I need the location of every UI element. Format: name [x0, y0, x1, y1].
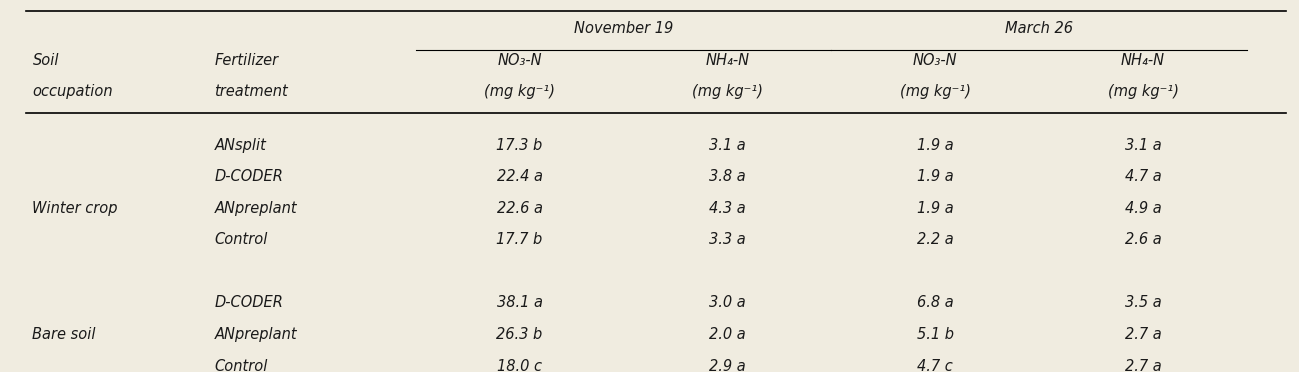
Text: Bare soil: Bare soil: [32, 327, 96, 342]
Text: Winter crop: Winter crop: [32, 201, 118, 216]
Text: 4.7 c: 4.7 c: [917, 359, 953, 372]
Text: 2.6 a: 2.6 a: [1125, 232, 1161, 247]
Text: 3.1 a: 3.1 a: [1125, 138, 1161, 153]
Text: (mg kg⁻¹): (mg kg⁻¹): [692, 84, 763, 99]
Text: 4.3 a: 4.3 a: [709, 201, 746, 216]
Text: Fertilizer: Fertilizer: [214, 54, 278, 68]
Text: Soil: Soil: [32, 54, 58, 68]
Text: 22.4 a: 22.4 a: [496, 169, 543, 184]
Text: 26.3 b: 26.3 b: [496, 327, 543, 342]
Text: 3.0 a: 3.0 a: [709, 295, 746, 310]
Text: November 19: November 19: [574, 21, 673, 36]
Text: occupation: occupation: [32, 84, 113, 99]
Text: 18.0 c: 18.0 c: [498, 359, 542, 372]
Text: D-CODER: D-CODER: [214, 295, 283, 310]
Text: 17.3 b: 17.3 b: [496, 138, 543, 153]
Text: 3.3 a: 3.3 a: [709, 232, 746, 247]
Text: Control: Control: [214, 232, 268, 247]
Text: 17.7 b: 17.7 b: [496, 232, 543, 247]
Text: Control: Control: [214, 359, 268, 372]
Text: NO₃-N: NO₃-N: [498, 54, 542, 68]
Text: 4.7 a: 4.7 a: [1125, 169, 1161, 184]
Text: 4.9 a: 4.9 a: [1125, 201, 1161, 216]
Text: ANpreplant: ANpreplant: [214, 201, 297, 216]
Text: NH₄-N: NH₄-N: [1121, 54, 1165, 68]
Text: 2.7 a: 2.7 a: [1125, 327, 1161, 342]
Text: 38.1 a: 38.1 a: [496, 295, 543, 310]
Text: (mg kg⁻¹): (mg kg⁻¹): [900, 84, 970, 99]
Text: (mg kg⁻¹): (mg kg⁻¹): [485, 84, 555, 99]
Text: 22.6 a: 22.6 a: [496, 201, 543, 216]
Text: NH₄-N: NH₄-N: [705, 54, 750, 68]
Text: ANpreplant: ANpreplant: [214, 327, 297, 342]
Text: treatment: treatment: [214, 84, 288, 99]
Text: 1.9 a: 1.9 a: [917, 169, 953, 184]
Text: 3.8 a: 3.8 a: [709, 169, 746, 184]
Text: 1.9 a: 1.9 a: [917, 138, 953, 153]
Text: 2.9 a: 2.9 a: [709, 359, 746, 372]
Text: 2.0 a: 2.0 a: [709, 327, 746, 342]
Text: 3.1 a: 3.1 a: [709, 138, 746, 153]
Text: 3.5 a: 3.5 a: [1125, 295, 1161, 310]
Text: 2.2 a: 2.2 a: [917, 232, 953, 247]
Text: (mg kg⁻¹): (mg kg⁻¹): [1108, 84, 1178, 99]
Text: 5.1 b: 5.1 b: [917, 327, 953, 342]
Text: ANsplit: ANsplit: [214, 138, 266, 153]
Text: 1.9 a: 1.9 a: [917, 201, 953, 216]
Text: D-CODER: D-CODER: [214, 169, 283, 184]
Text: 2.7 a: 2.7 a: [1125, 359, 1161, 372]
Text: March 26: March 26: [1005, 21, 1073, 36]
Text: 6.8 a: 6.8 a: [917, 295, 953, 310]
Text: NO₃-N: NO₃-N: [913, 54, 957, 68]
